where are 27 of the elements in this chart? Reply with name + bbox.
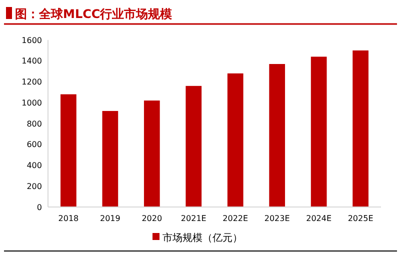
bar bbox=[102, 110, 118, 207]
chart-title: 图：全球MLCC行业市场规模 bbox=[15, 7, 172, 21]
y-tick-label: 1200 bbox=[22, 78, 42, 87]
y-tick-label: 0 bbox=[36, 202, 42, 212]
x-tick-label: 2019 bbox=[100, 214, 120, 223]
bar bbox=[269, 64, 286, 207]
bar bbox=[60, 94, 76, 207]
x-tick-label: 2018 bbox=[58, 214, 79, 223]
y-tick-label: 1600 bbox=[22, 36, 42, 45]
bar bbox=[144, 100, 160, 207]
y-tick-label: 1400 bbox=[22, 56, 42, 66]
bar bbox=[310, 56, 327, 207]
x-tick-label: 2025E bbox=[348, 214, 374, 223]
y-tick-label: 200 bbox=[26, 182, 42, 191]
x-tick-label: 2020 bbox=[142, 214, 162, 223]
x-tick-label: 2022E bbox=[222, 214, 248, 223]
legend-label: 市场规模（亿元） bbox=[162, 232, 242, 244]
x-tick-label: 2021E bbox=[180, 214, 206, 223]
bar bbox=[227, 73, 244, 207]
y-tick-label: 800 bbox=[26, 119, 42, 128]
x-tick-label: 2024E bbox=[306, 214, 332, 223]
x-tick-label: 2023E bbox=[264, 214, 290, 223]
y-tick-label: 600 bbox=[26, 140, 42, 150]
y-tick-label: 400 bbox=[26, 161, 42, 170]
bar bbox=[352, 50, 368, 207]
y-tick-label: 1000 bbox=[22, 98, 42, 108]
bar bbox=[186, 86, 202, 207]
